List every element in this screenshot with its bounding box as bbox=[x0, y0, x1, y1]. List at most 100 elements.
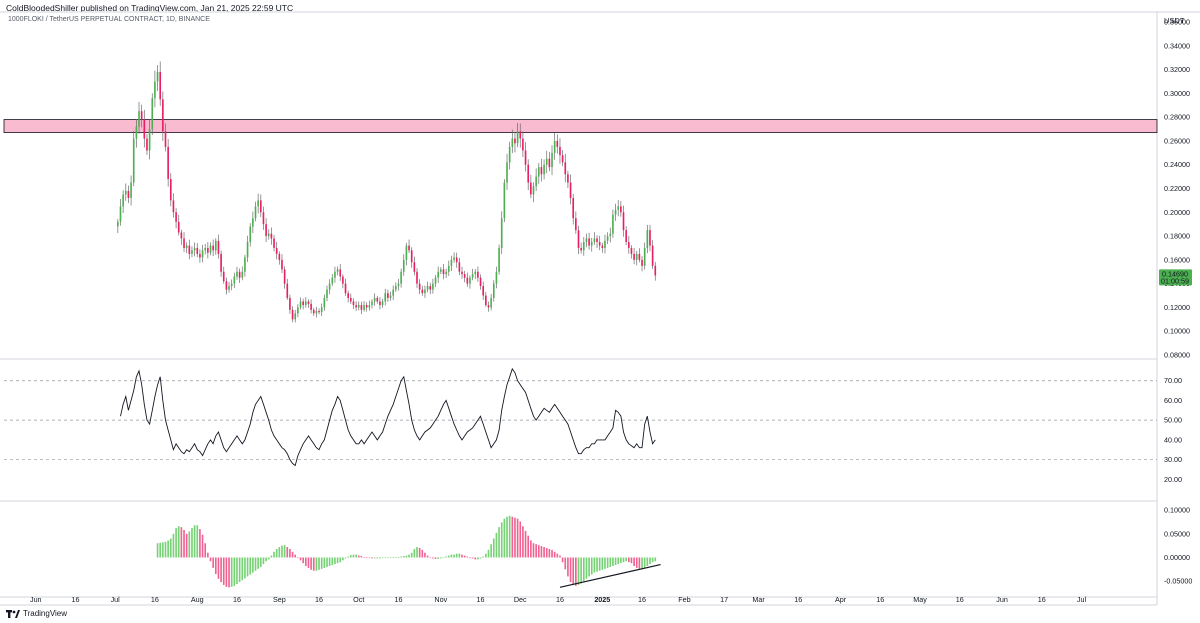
candle bbox=[175, 212, 177, 222]
candle bbox=[291, 309, 294, 320]
histogram-bar bbox=[254, 557, 257, 571]
candle bbox=[294, 313, 297, 320]
candle bbox=[397, 283, 400, 287]
time-tick-label: 16 bbox=[71, 595, 79, 604]
candle bbox=[267, 233, 270, 237]
candle bbox=[363, 305, 365, 310]
candle bbox=[312, 309, 315, 314]
pane-frames bbox=[0, 11, 1200, 606]
histogram-bar bbox=[535, 544, 537, 558]
histogram-bar bbox=[352, 554, 355, 558]
histogram-bar bbox=[598, 557, 601, 571]
histogram-bar bbox=[447, 555, 450, 558]
candle bbox=[124, 190, 127, 195]
candle bbox=[410, 250, 413, 263]
candle bbox=[289, 297, 291, 310]
candle bbox=[254, 206, 257, 219]
candle bbox=[180, 232, 183, 239]
histogram-bar bbox=[286, 547, 289, 558]
oscillator-tick-label: 60.00 bbox=[1164, 396, 1182, 405]
oscillator-pane bbox=[4, 367, 1157, 467]
price-tick-label: 0.22000 bbox=[1164, 184, 1190, 193]
histogram-bar bbox=[297, 557, 299, 559]
candle bbox=[429, 286, 432, 290]
histogram-bar bbox=[498, 527, 500, 558]
histogram-bar bbox=[344, 557, 347, 559]
histogram-bar bbox=[617, 557, 620, 565]
candle bbox=[474, 271, 477, 275]
time-tick-label: 16 bbox=[956, 595, 964, 604]
candle bbox=[140, 111, 143, 120]
histogram-bar bbox=[455, 553, 458, 558]
last-price-label: 0.14690 bbox=[1162, 269, 1188, 278]
candle bbox=[172, 200, 175, 213]
histogram-bar bbox=[262, 557, 265, 565]
candle bbox=[400, 271, 402, 284]
candle bbox=[212, 245, 214, 251]
candle bbox=[575, 218, 577, 231]
histogram-bar bbox=[320, 557, 323, 569]
candle bbox=[487, 305, 490, 308]
histogram-bar bbox=[289, 548, 291, 558]
resistance-zone[interactable] bbox=[3, 119, 1158, 134]
candle bbox=[413, 262, 416, 272]
histogram-bar bbox=[559, 555, 561, 558]
histogram-bar bbox=[437, 557, 440, 559]
candle bbox=[500, 218, 503, 248]
time-tick-label: Jul bbox=[1077, 595, 1087, 604]
histogram-bar bbox=[564, 557, 567, 570]
candle bbox=[371, 301, 373, 306]
histogram-bar bbox=[201, 534, 204, 558]
histogram-bar bbox=[561, 557, 564, 563]
candle bbox=[622, 212, 625, 231]
histogram-bar bbox=[604, 557, 606, 569]
histogram-bar bbox=[548, 548, 551, 558]
histogram-bar bbox=[543, 547, 545, 558]
histogram-bar bbox=[588, 557, 590, 577]
histogram-bar bbox=[169, 538, 172, 558]
histogram-bar bbox=[225, 557, 228, 587]
histogram-bar bbox=[593, 557, 596, 573]
candle bbox=[156, 71, 159, 82]
histogram-bar bbox=[527, 535, 530, 558]
candle bbox=[651, 245, 654, 266]
candle bbox=[252, 218, 254, 227]
candle bbox=[519, 131, 522, 139]
histogram-bar bbox=[291, 551, 294, 558]
time-tick-label: Jul bbox=[111, 595, 121, 604]
candle bbox=[511, 138, 514, 147]
candle bbox=[331, 277, 334, 284]
candle bbox=[461, 271, 463, 275]
candle bbox=[138, 111, 140, 127]
candle bbox=[561, 155, 564, 163]
price-tick-label: 0.24000 bbox=[1164, 160, 1190, 169]
histogram-bar bbox=[220, 557, 222, 583]
time-tick-label: 16 bbox=[638, 595, 646, 604]
histogram-bar bbox=[569, 557, 572, 583]
histogram-tick-label: 0.05000 bbox=[1164, 529, 1190, 538]
candle bbox=[580, 247, 582, 251]
footer-brand: TradingView bbox=[23, 609, 68, 618]
candle bbox=[347, 293, 349, 298]
histogram-bar bbox=[514, 517, 516, 558]
candle bbox=[553, 140, 556, 153]
time-tick-label: Oct bbox=[353, 595, 364, 604]
candle bbox=[183, 238, 185, 248]
candle bbox=[620, 206, 622, 213]
candle bbox=[601, 245, 604, 248]
candle bbox=[281, 259, 283, 270]
histogram-bar bbox=[495, 532, 498, 558]
candle bbox=[654, 265, 657, 276]
symbol-legend[interactable]: 1000FLOKI / TetherUS PERPETUAL CONTRACT,… bbox=[8, 16, 210, 23]
histogram-bar bbox=[627, 557, 630, 563]
candle bbox=[641, 259, 643, 266]
candle bbox=[416, 271, 418, 284]
histogram-bar bbox=[553, 551, 556, 558]
candle bbox=[471, 274, 474, 278]
candle bbox=[387, 293, 389, 298]
candle bbox=[418, 283, 421, 290]
histogram-bar bbox=[622, 557, 625, 563]
candle bbox=[593, 238, 596, 243]
trendline[interactable] bbox=[559, 563, 661, 588]
